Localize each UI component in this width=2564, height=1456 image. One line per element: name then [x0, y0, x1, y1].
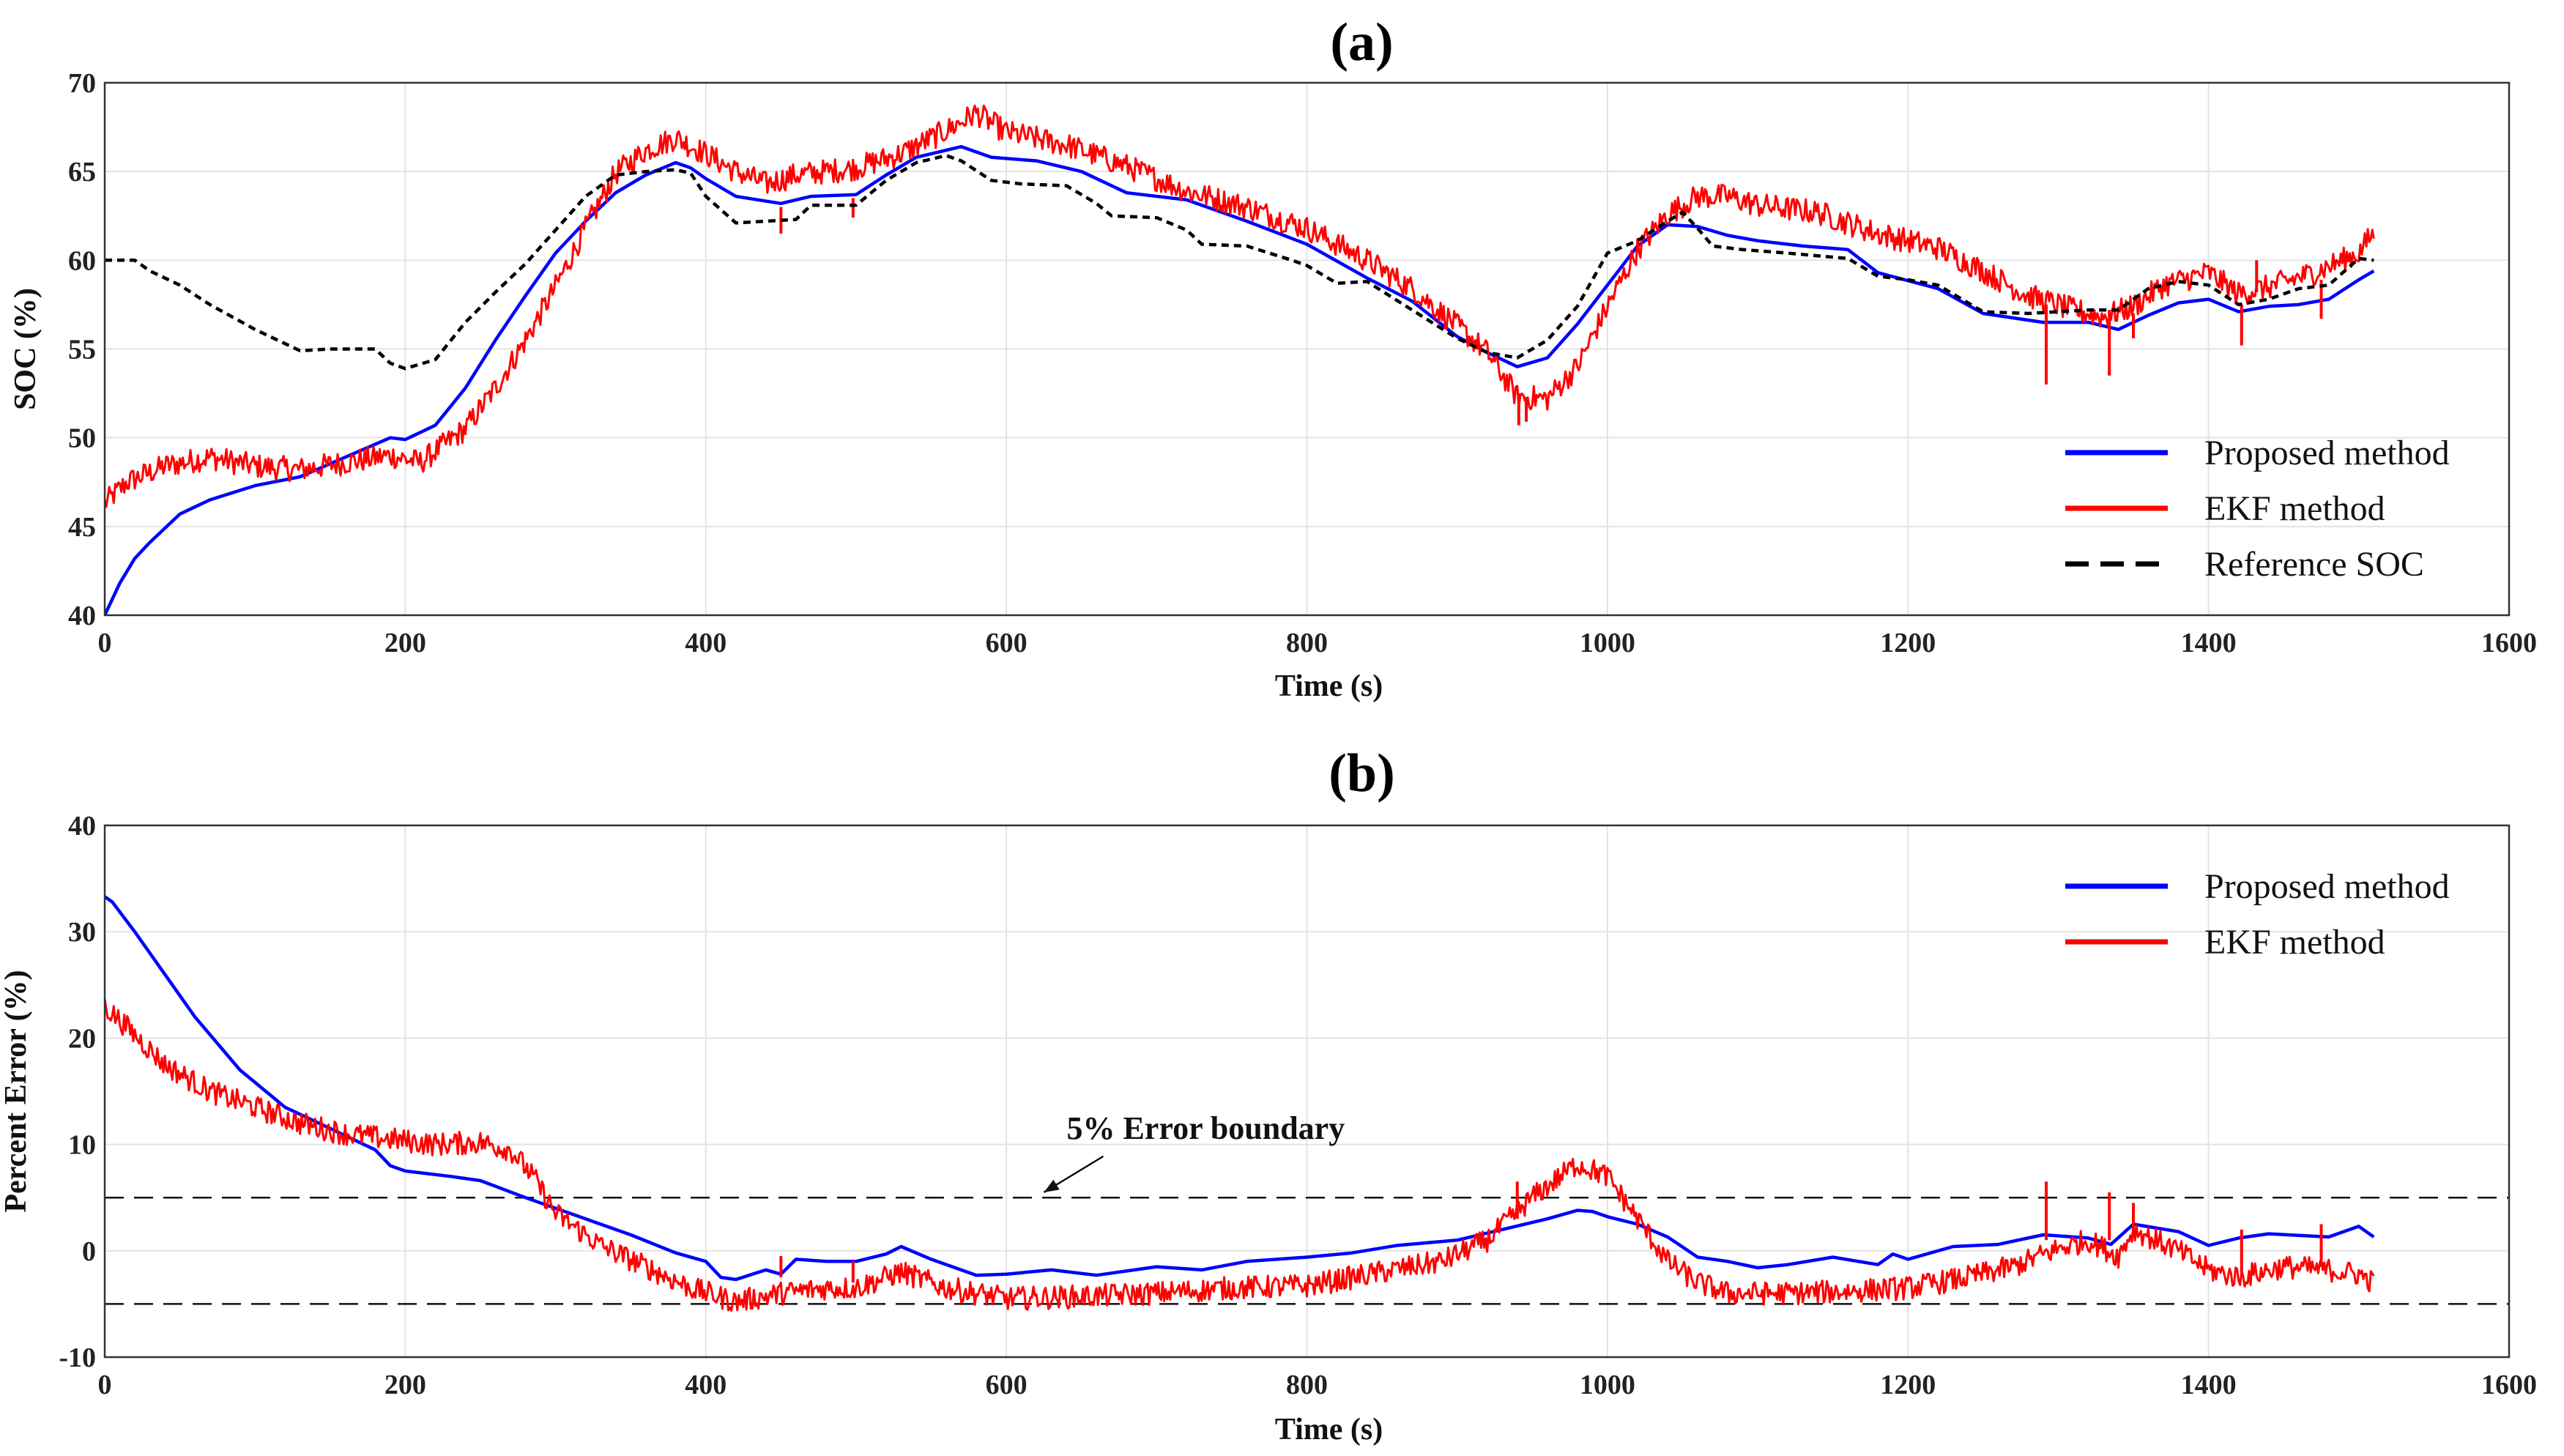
x-tick-label: 0: [98, 628, 112, 658]
legend-label: Proposed method: [2204, 867, 2450, 906]
chart-panel-b: (b)0 200 400 600 800 1000 1200 1400 1600-1001020…: [0, 743, 2537, 1446]
y-tick-label: 65: [68, 157, 96, 187]
y-tick-label: 0: [82, 1236, 96, 1267]
y-tick-label: 55: [68, 335, 96, 365]
plot-area: [105, 104, 2375, 615]
x-tick-label: 1200: [1880, 628, 1936, 658]
x-tick-label: 600: [986, 1370, 1028, 1400]
x-tick-label: 400: [685, 628, 727, 658]
x-tick-label: 800: [1286, 1370, 1328, 1400]
series-line-ekf-method: [105, 104, 2375, 508]
y-axis-label: SOC (%): [9, 288, 42, 410]
y-tick-label: -10: [59, 1342, 96, 1373]
y-tick-label: 60: [68, 245, 96, 276]
y-tick-label: 40: [68, 601, 96, 631]
plot-area: [105, 895, 2375, 1312]
series-line-proposed-method: [105, 895, 2375, 1282]
legend: Proposed method EKF method Reference SOC: [2065, 434, 2450, 584]
legend-label: EKF method: [2204, 923, 2385, 962]
panel-title: (a): [1330, 12, 1393, 73]
gridlines: [104, 825, 2510, 1358]
legend-label: Reference SOC: [2204, 545, 2424, 584]
x-tick-label: 1000: [1580, 628, 1635, 658]
annotation-arrow-head: [1044, 1179, 1060, 1192]
legend-label: EKF method: [2204, 489, 2385, 528]
panel-title: (b): [1329, 743, 1394, 803]
annotation-text: 5% Error boundary: [1066, 1110, 1345, 1146]
x-tick-label: 1600: [2481, 1370, 2537, 1400]
x-tick-label: 400: [685, 1370, 727, 1400]
x-tick-label: 200: [384, 628, 426, 658]
gridlines: [104, 82, 2510, 616]
x-tick-label: 1000: [1580, 1370, 1635, 1400]
x-tick-label: 200: [384, 1370, 426, 1400]
y-tick-label: 10: [68, 1130, 96, 1161]
y-tick-label: 30: [68, 917, 96, 948]
y-tick-label: 45: [68, 512, 96, 543]
x-tick-label: 1400: [2181, 1370, 2237, 1400]
x-tick-label: 600: [986, 628, 1028, 658]
series-line-proposed-method: [105, 144, 2375, 615]
x-axis-label: Time (s): [1275, 1413, 1383, 1446]
y-axis-label: Percent Error (%): [0, 970, 33, 1212]
x-tick-label: 1600: [2481, 628, 2537, 658]
legend: Proposed method EKF method: [2065, 867, 2450, 962]
x-tick-label: 0: [98, 1370, 112, 1400]
x-tick-label: 1200: [1880, 1370, 1936, 1400]
series-line-ekf-method: [105, 998, 2375, 1312]
x-tick-label: 1400: [2181, 628, 2237, 658]
axes-frame: [103, 824, 2511, 1359]
chart-panel-a: (a) 0 200 400 600 800 1000 1200 1400 1600 40 45 50 55…: [9, 12, 2537, 703]
y-tick-label: 70: [68, 68, 96, 99]
axes-frame: [103, 81, 2511, 617]
y-tick-label: 40: [68, 811, 96, 842]
legend-label: Proposed method: [2204, 434, 2450, 472]
x-tick-label: 800: [1286, 628, 1328, 658]
series-line-reference-soc: [105, 154, 2374, 371]
x-axis-label: Time (s): [1275, 669, 1383, 703]
y-tick-label: 50: [68, 423, 96, 454]
y-tick-label: 20: [68, 1023, 96, 1054]
